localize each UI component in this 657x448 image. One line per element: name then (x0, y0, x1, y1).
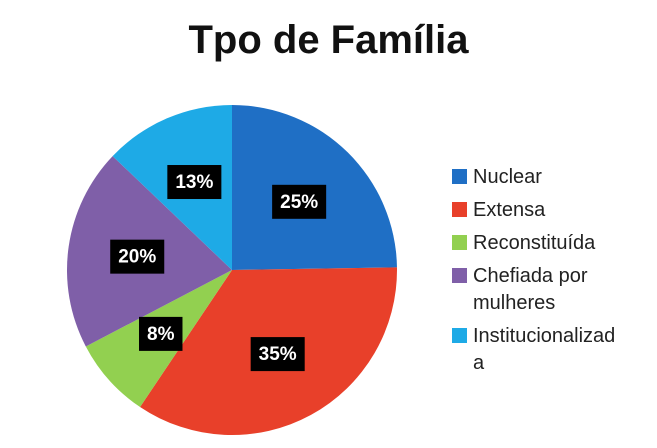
data-label: 35% (250, 337, 305, 372)
data-label: 8% (139, 316, 183, 351)
legend-label: Reconstituída (473, 232, 596, 254)
legend-item: Reconstituída (452, 230, 622, 257)
data-label-box (272, 184, 327, 219)
data-label-box (110, 239, 165, 274)
data-label-text: 25% (280, 192, 318, 213)
legend-swatch (452, 235, 467, 250)
legend-swatch (452, 268, 467, 283)
legend-label: Chefiada por mulheres (473, 265, 588, 314)
chart: 25% 35% 8% 20% 13% (67, 105, 397, 435)
data-label: 20% (110, 239, 165, 274)
data-label-box (139, 316, 183, 351)
legend-item: Institucionalizada (452, 323, 622, 377)
data-label: 13% (167, 165, 222, 200)
data-label-box (250, 337, 305, 372)
legend-item: Chefiada por mulheres (452, 263, 622, 317)
legend-swatch (452, 169, 467, 184)
legend-label: Nuclear (473, 166, 542, 188)
legend-swatch (452, 328, 467, 343)
chart-title: Tpo de Família (188, 18, 469, 62)
data-label-box (167, 165, 222, 200)
data-label-text: 35% (259, 344, 297, 365)
data-label-text: 8% (147, 324, 175, 345)
legend-item: Extensa (452, 197, 622, 224)
legend-label: Extensa (473, 199, 546, 221)
data-label-text: 13% (175, 172, 213, 193)
data-label: 25% (272, 184, 327, 219)
legend-label: Institucionalizada (473, 325, 616, 374)
data-label-text: 20% (118, 247, 156, 268)
legend-swatch (452, 202, 467, 217)
legend-item: Nuclear (452, 164, 622, 191)
legend: Nuclear Extensa Reconstituída Chefiada por … (452, 164, 622, 383)
